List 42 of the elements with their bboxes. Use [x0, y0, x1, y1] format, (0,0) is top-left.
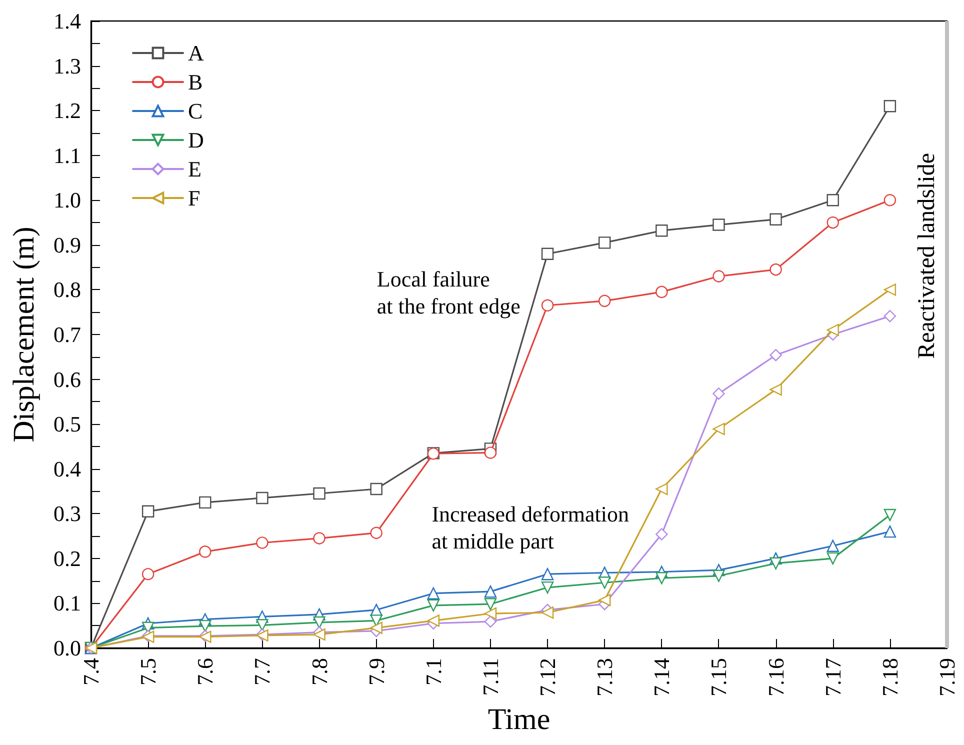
- x-tick-label: 7.4: [78, 658, 104, 686]
- y-tick-label: 1.2: [54, 98, 81, 124]
- y-tick-label: 0.6: [54, 366, 81, 392]
- y-tick-label: 0.2: [54, 546, 81, 571]
- x-tick-label: 7.17: [820, 658, 846, 696]
- x-tick-label: 7.11: [478, 658, 503, 696]
- x-tick-label: 7.7: [250, 658, 275, 686]
- y-tick-label: 0.1: [54, 590, 81, 616]
- legend-label: B: [188, 70, 203, 94]
- y-tick-label: 0.9: [54, 232, 81, 258]
- y-tick-label: 0.3: [54, 501, 81, 526]
- x-tick-label: 7.6: [192, 658, 218, 686]
- x-tick-label: 7.1: [420, 658, 446, 686]
- x-axis-title: Time: [488, 702, 550, 736]
- y-tick-label: 0.8: [54, 277, 81, 302]
- x-tick-label: 7.18: [877, 658, 902, 696]
- y-tick-label: 1.1: [54, 142, 81, 168]
- x-tick-label: 7.16: [763, 658, 788, 696]
- y-tick-label: 1.4: [54, 8, 81, 34]
- x-tick-label: 7.19: [934, 658, 960, 696]
- y-axis-title: Displacement (m): [8, 226, 40, 442]
- legend-label: C: [188, 98, 203, 124]
- x-tick-label: 7.12: [535, 658, 560, 696]
- x-tick-label: 7.14: [649, 658, 674, 696]
- y-tick-label: 0.0: [54, 636, 81, 660]
- legend-label: A: [188, 40, 204, 66]
- x-tick-label: 7.13: [592, 658, 618, 696]
- y-tick-label: 0.7: [54, 322, 81, 347]
- legend-label: E: [188, 156, 202, 182]
- annotation: Increased deformation at middle part: [432, 502, 629, 554]
- y-tick-label: 0.4: [54, 456, 81, 482]
- y-tick-label: 1.0: [54, 188, 81, 213]
- y-tick-label: 1.3: [54, 53, 81, 78]
- x-tick-label: 7.15: [706, 658, 732, 696]
- annotation: Local failure at the front edge: [376, 266, 520, 319]
- x-tick-label: 7.5: [136, 658, 161, 686]
- x-tick-label: 7.8: [306, 658, 332, 686]
- legend-label: F: [188, 186, 200, 210]
- legend-label: D: [188, 128, 204, 152]
- ref-line-label: Reactivated landslide: [914, 153, 940, 359]
- y-tick-label: 0.5: [54, 412, 81, 437]
- x-tick-label: 7.9: [364, 658, 389, 686]
